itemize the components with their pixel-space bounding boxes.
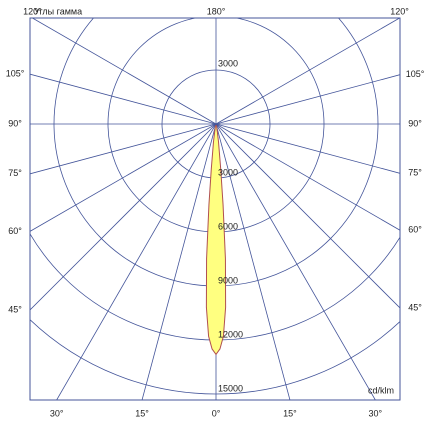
grid-spoke [215,123,376,400]
angle-tick-label: 90° [8,118,22,128]
angle-tick-label: 75° [408,168,422,178]
angle-tick-label: 0° [212,408,221,418]
angle-tick-label: 105° [6,69,25,79]
chart-title: Углы гамма [34,6,82,16]
angle-tick-label: 60° [408,225,422,235]
angle-tick-label: 45° [408,302,422,312]
r-tick-label: 15000 [218,383,243,393]
r-tick-label: 12000 [218,329,243,339]
r-tick-label: 3000 [218,58,238,68]
angle-tick-label: 30° [50,408,64,418]
grid-spoke [215,123,400,174]
angle-tick-label: 90° [408,118,422,128]
grid-spoke [141,123,217,400]
r-tick-label: 3000 [218,167,238,177]
angle-tick-label: 15° [283,408,297,418]
grid-spoke [215,74,400,125]
angle-tick-label: 180° [207,6,226,16]
angle-tick-label: 105° [406,69,425,79]
grid-spoke [215,123,400,231]
angle-tick-label: 15° [135,408,149,418]
intensity-curve [205,125,227,356]
r-tick-label: 9000 [218,275,238,285]
angle-tick-label: 120° [390,6,409,16]
angle-tick-label: 45° [8,304,22,314]
unit-label: cd/klm [368,385,394,395]
angle-tick-label: 120° [23,6,42,16]
grid-spoke [30,123,217,232]
grid [30,18,400,400]
grid-spoke [30,123,217,311]
grid-spoke [30,73,217,125]
angle-tick-label: 30° [369,408,383,418]
grid-spoke [32,18,217,125]
r-tick-label: 6000 [218,221,238,231]
angle-tick-label: 75° [8,168,22,178]
grid-spoke [30,123,217,175]
grid-spoke [215,18,400,125]
grid-spoke [56,123,217,400]
angle-tick-label: 60° [8,226,22,236]
grid-spoke [215,123,291,400]
grid-spoke [215,123,400,309]
